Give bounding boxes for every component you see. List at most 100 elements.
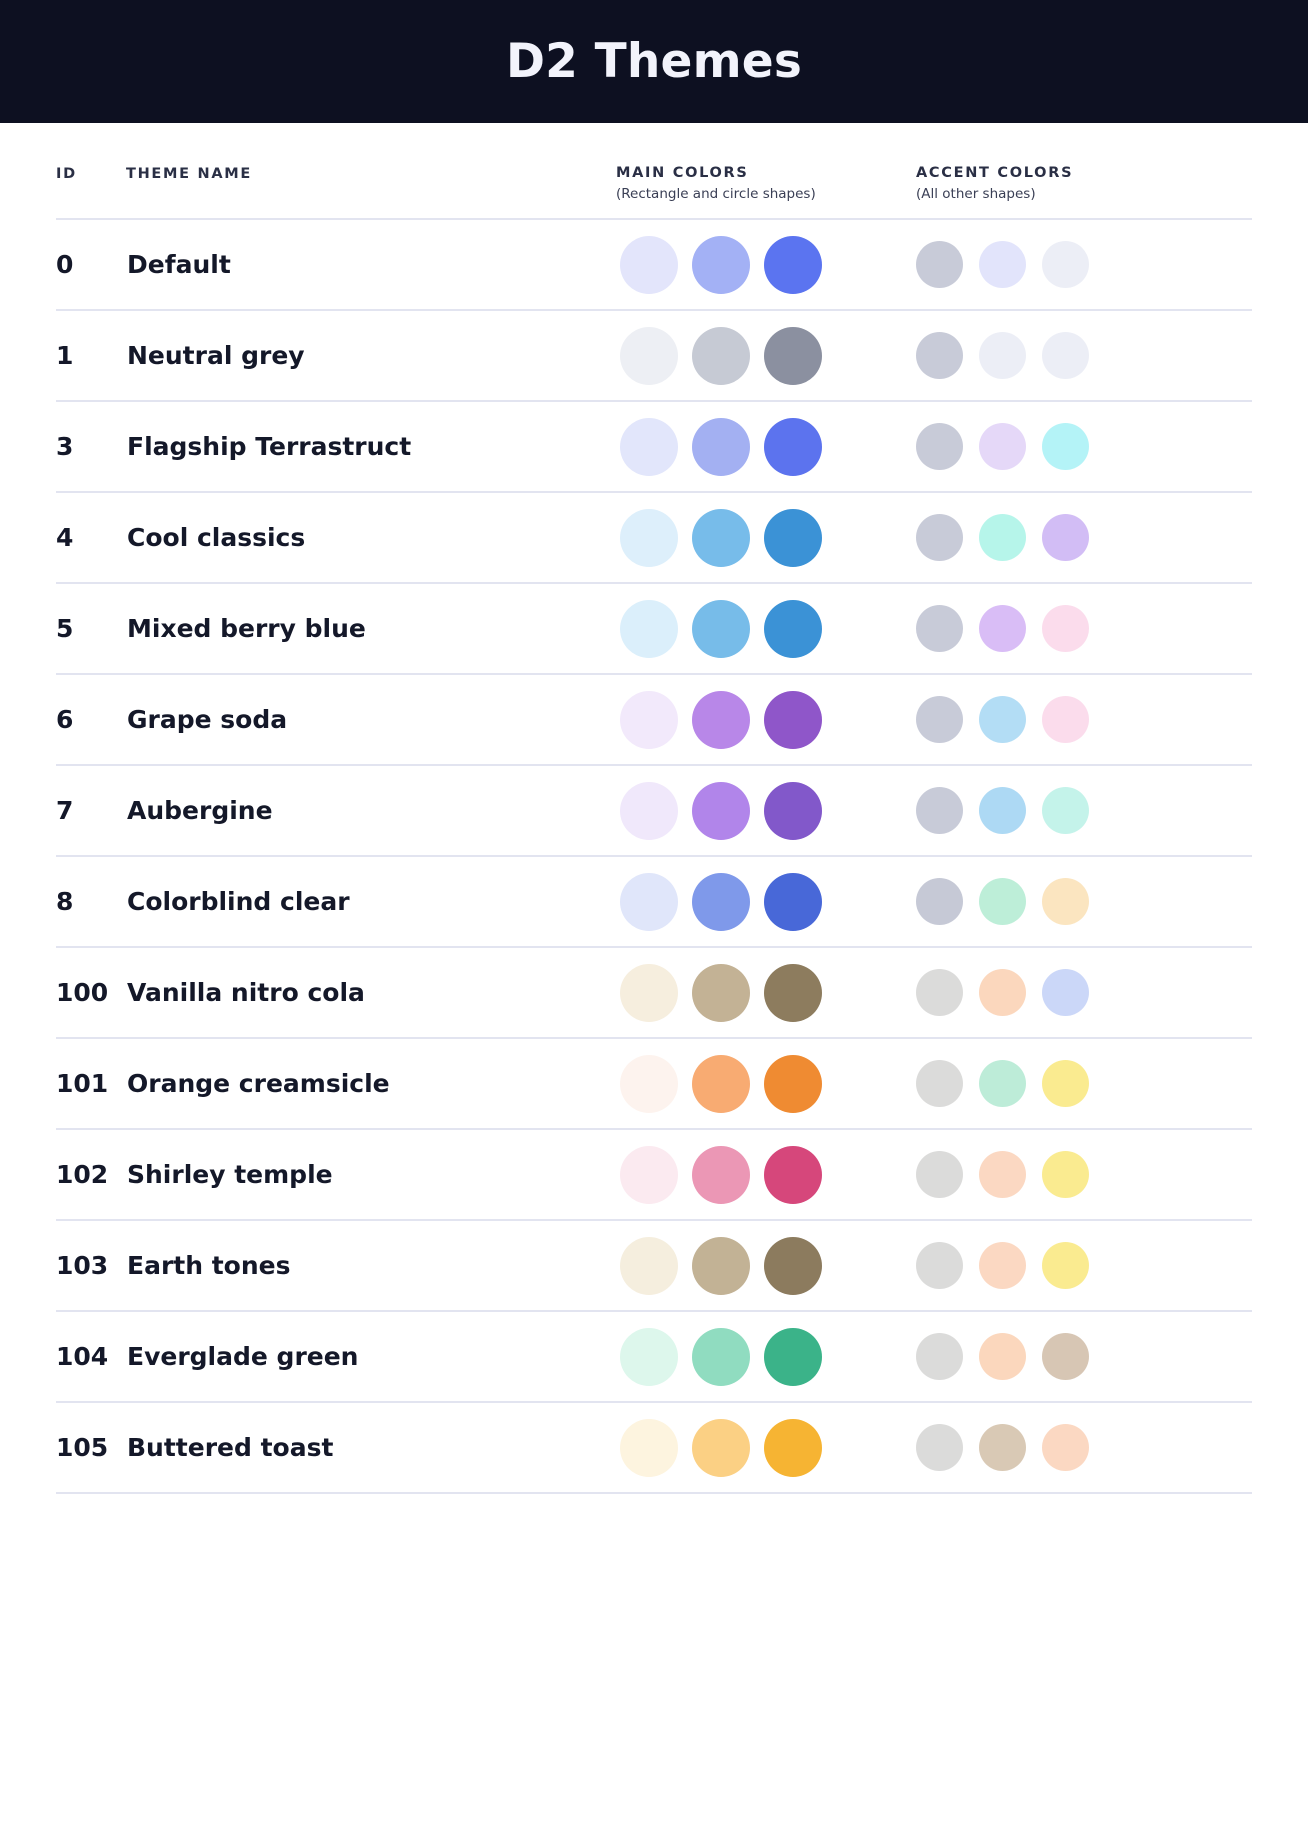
- accent-color-swatches: [916, 423, 1252, 470]
- main-color-swatches: [616, 872, 916, 931]
- column-header-theme-name-label: THEME NAME: [126, 166, 253, 182]
- main-color-swatch: [764, 235, 822, 294]
- table-row: 5 Mixed berry blue: [56, 584, 1252, 675]
- main-color-swatch: [764, 1418, 822, 1477]
- theme-id: 6: [56, 705, 74, 734]
- theme-name: Neutral grey: [127, 341, 305, 370]
- main-color-swatch: [620, 235, 678, 294]
- theme-id: 100: [56, 978, 109, 1007]
- accent-color-swatch: [916, 1333, 963, 1380]
- main-color-swatch: [620, 872, 678, 931]
- accent-color-swatch: [916, 1424, 963, 1471]
- accent-color-swatches: [916, 969, 1252, 1016]
- accent-color-swatch: [916, 1060, 963, 1107]
- main-color-swatches: [616, 1145, 916, 1204]
- accent-color-swatch: [979, 969, 1026, 1016]
- table-row: 3 Flagship Terrastruct: [56, 402, 1252, 493]
- accent-colors-cell: [916, 1242, 1252, 1289]
- accent-color-swatch: [916, 332, 963, 379]
- main-color-swatch: [620, 1418, 678, 1477]
- column-header-accent-colors-sublabel: (All other shapes): [916, 186, 1036, 202]
- main-color-swatch: [620, 599, 678, 658]
- accent-color-swatches: [916, 514, 1252, 561]
- main-color-swatches: [616, 508, 916, 567]
- main-colors-cell: [616, 690, 916, 749]
- column-header-main-colors-sublabel: (Rectangle and circle shapes): [616, 186, 816, 202]
- accent-colors-cell: [916, 423, 1252, 470]
- accent-colors-cell: [916, 605, 1252, 652]
- accent-color-swatch: [1042, 423, 1089, 470]
- theme-id: 104: [56, 1342, 109, 1371]
- accent-color-swatch: [979, 1242, 1026, 1289]
- main-color-swatch: [620, 1327, 678, 1386]
- table-row: 104 Everglade green: [56, 1312, 1252, 1403]
- main-colors-cell: [616, 508, 916, 567]
- main-color-swatch: [620, 963, 678, 1022]
- main-colors-cell: [616, 872, 916, 931]
- table-row: 4 Cool classics: [56, 493, 1252, 584]
- accent-color-swatch: [1042, 241, 1089, 288]
- page-banner: D2 Themes: [0, 0, 1308, 123]
- accent-color-swatch: [1042, 696, 1089, 743]
- accent-color-swatch: [916, 969, 963, 1016]
- accent-color-swatch: [1042, 332, 1089, 379]
- main-colors-cell: [616, 1145, 916, 1204]
- accent-color-swatch: [1042, 1242, 1089, 1289]
- accent-color-swatches: [916, 787, 1252, 834]
- theme-id: 5: [56, 614, 74, 643]
- theme-name: Colorblind clear: [127, 887, 350, 916]
- theme-id: 7: [56, 796, 74, 825]
- column-header-id-label: ID: [56, 166, 77, 182]
- accent-color-swatch: [979, 787, 1026, 834]
- main-colors-cell: [616, 326, 916, 385]
- column-header-main-colors-label: MAIN COLORS: [616, 165, 749, 181]
- theme-name: Orange creamsicle: [127, 1069, 390, 1098]
- main-colors-cell: [616, 599, 916, 658]
- accent-color-swatches: [916, 1060, 1252, 1107]
- accent-color-swatches: [916, 1333, 1252, 1380]
- accent-colors-cell: [916, 696, 1252, 743]
- main-color-swatches: [616, 235, 916, 294]
- theme-name: Default: [127, 250, 231, 279]
- table-header-row: ID THEME NAME MAIN COLORS (Rectangle and…: [56, 165, 1252, 220]
- accent-color-swatch: [979, 1424, 1026, 1471]
- theme-name: Flagship Terrastruct: [127, 432, 412, 461]
- accent-color-swatch: [979, 423, 1026, 470]
- column-header-accent-colors: ACCENT COLORS (All other shapes): [916, 165, 1252, 202]
- accent-color-swatch: [979, 514, 1026, 561]
- main-color-swatch: [764, 417, 822, 476]
- main-color-swatches: [616, 1236, 916, 1295]
- main-color-swatches: [616, 963, 916, 1022]
- main-color-swatch: [692, 1054, 750, 1113]
- theme-name: Grape soda: [127, 705, 288, 734]
- main-color-swatch: [692, 1418, 750, 1477]
- main-color-swatch: [620, 781, 678, 840]
- table-row: 105 Buttered toast: [56, 1403, 1252, 1494]
- accent-colors-cell: [916, 1151, 1252, 1198]
- table-row: 101 Orange creamsicle: [56, 1039, 1252, 1130]
- accent-colors-cell: [916, 1333, 1252, 1380]
- accent-color-swatch: [979, 696, 1026, 743]
- theme-id: 105: [56, 1433, 109, 1462]
- table-row: 103 Earth tones: [56, 1221, 1252, 1312]
- accent-colors-cell: [916, 878, 1252, 925]
- accent-color-swatch: [979, 241, 1026, 288]
- accent-color-swatch: [1042, 1060, 1089, 1107]
- main-color-swatch: [764, 599, 822, 658]
- accent-color-swatch: [916, 423, 963, 470]
- page-title: D2 Themes: [505, 34, 803, 89]
- accent-color-swatches: [916, 878, 1252, 925]
- main-color-swatches: [616, 417, 916, 476]
- main-color-swatch: [764, 1327, 822, 1386]
- accent-color-swatches: [916, 241, 1252, 288]
- main-color-swatch: [764, 872, 822, 931]
- main-color-swatches: [616, 326, 916, 385]
- main-color-swatch: [692, 1236, 750, 1295]
- accent-color-swatches: [916, 1242, 1252, 1289]
- accent-color-swatch: [916, 241, 963, 288]
- accent-color-swatch: [1042, 787, 1089, 834]
- accent-color-swatch: [916, 605, 963, 652]
- theme-id: 101: [56, 1069, 109, 1098]
- main-colors-cell: [616, 1418, 916, 1477]
- accent-color-swatch: [1042, 969, 1089, 1016]
